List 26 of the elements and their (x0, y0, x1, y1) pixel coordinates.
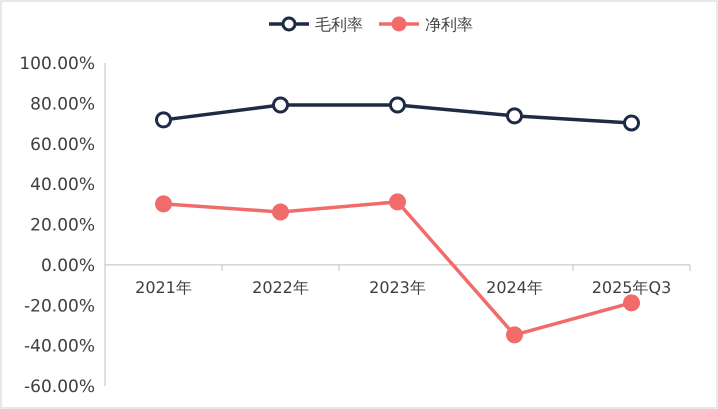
point (506, 326, 523, 344)
y-tick-label: 40.00% (30, 175, 95, 196)
x-tick-label: 2023年 (369, 278, 426, 297)
y-tick-label: -20.00% (24, 296, 95, 316)
y-tick-label: 20.00% (30, 216, 95, 236)
x-tick-label: 2022年 (252, 278, 309, 297)
point (272, 203, 289, 220)
point (506, 107, 523, 124)
point (389, 193, 406, 210)
point (623, 114, 640, 132)
y-tick-label: 100.00% (19, 54, 95, 74)
y-tick-label: 0.00% (40, 256, 95, 276)
legend-label: 净利率 (425, 15, 473, 34)
y-tick-label: -40.00% (24, 336, 95, 357)
point (155, 195, 172, 212)
x-tick-label: 2021年 (135, 278, 192, 297)
point (155, 111, 172, 128)
y-tick-label: -60.00% (24, 377, 95, 397)
legend-label: 毛利率 (315, 15, 363, 34)
x-tick-label: 2025年Q3 (592, 278, 672, 297)
point (389, 96, 406, 114)
point (623, 294, 640, 312)
y-tick-label: 60.00% (30, 134, 95, 155)
point (272, 96, 289, 114)
y-tick-label: 80.00% (30, 94, 95, 114)
x-tick-label: 2024年 (486, 278, 543, 297)
